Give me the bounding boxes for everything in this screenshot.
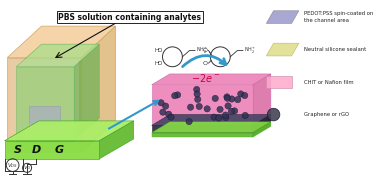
FancyBboxPatch shape (9, 59, 79, 151)
Polygon shape (99, 121, 133, 159)
Circle shape (242, 92, 248, 99)
Circle shape (168, 114, 174, 120)
Circle shape (194, 91, 200, 97)
Text: NH$_2^+$: NH$_2^+$ (196, 45, 208, 56)
Polygon shape (74, 44, 99, 141)
Circle shape (242, 112, 248, 119)
Circle shape (204, 106, 210, 112)
Circle shape (194, 86, 200, 93)
Text: O: O (203, 48, 208, 53)
Polygon shape (16, 44, 99, 67)
FancyBboxPatch shape (7, 58, 81, 153)
FancyBboxPatch shape (266, 76, 291, 88)
Circle shape (166, 111, 172, 117)
Circle shape (186, 118, 192, 125)
Circle shape (224, 95, 231, 101)
Circle shape (158, 100, 164, 106)
Text: PEDOT:PSS spin-coated on
the channel area: PEDOT:PSS spin-coated on the channel are… (304, 11, 373, 23)
Circle shape (172, 93, 178, 99)
Polygon shape (5, 121, 133, 141)
Circle shape (224, 94, 230, 100)
Circle shape (222, 112, 229, 118)
Text: O: O (203, 61, 208, 66)
Circle shape (163, 103, 169, 109)
FancyBboxPatch shape (152, 133, 253, 137)
FancyBboxPatch shape (29, 107, 60, 132)
Text: G: G (54, 145, 63, 155)
Circle shape (228, 108, 234, 114)
Circle shape (267, 108, 280, 121)
FancyBboxPatch shape (29, 124, 60, 135)
Circle shape (212, 95, 218, 102)
Text: CHIT or Nafion film: CHIT or Nafion film (304, 79, 354, 85)
Polygon shape (266, 11, 299, 23)
Text: $V_G$: $V_G$ (23, 163, 31, 172)
Text: HO: HO (154, 61, 163, 66)
Circle shape (160, 109, 166, 115)
Polygon shape (152, 74, 271, 85)
Circle shape (229, 96, 235, 102)
Polygon shape (253, 122, 271, 137)
Circle shape (217, 106, 223, 113)
Text: D: D (31, 145, 41, 155)
Polygon shape (152, 122, 271, 133)
Circle shape (238, 91, 244, 97)
FancyBboxPatch shape (16, 67, 74, 141)
Circle shape (174, 92, 181, 98)
Polygon shape (253, 115, 271, 133)
Text: Graphene or rGO: Graphene or rGO (304, 112, 349, 117)
Circle shape (215, 115, 222, 121)
Text: $-2e^-$: $-2e^-$ (191, 72, 220, 84)
Circle shape (225, 103, 231, 109)
FancyArrowPatch shape (183, 56, 226, 67)
Polygon shape (266, 43, 299, 56)
Circle shape (211, 114, 217, 120)
Text: NH$_2^+$: NH$_2^+$ (244, 45, 256, 56)
Circle shape (223, 114, 229, 121)
Circle shape (235, 96, 241, 103)
FancyBboxPatch shape (5, 141, 99, 159)
Polygon shape (81, 28, 114, 151)
Circle shape (196, 103, 202, 110)
Polygon shape (81, 26, 116, 153)
Circle shape (195, 96, 201, 102)
Text: HO: HO (154, 48, 163, 53)
FancyBboxPatch shape (152, 125, 253, 133)
Text: S: S (14, 145, 22, 155)
Polygon shape (152, 115, 271, 125)
Polygon shape (253, 74, 271, 125)
Text: Neutral silicone sealant: Neutral silicone sealant (304, 47, 367, 52)
Text: PBS solution containing analytes: PBS solution containing analytes (58, 13, 201, 22)
Circle shape (187, 104, 194, 110)
Text: $V_{DS}$: $V_{DS}$ (7, 161, 18, 170)
Polygon shape (7, 26, 116, 58)
FancyBboxPatch shape (152, 85, 253, 125)
Circle shape (231, 108, 238, 114)
